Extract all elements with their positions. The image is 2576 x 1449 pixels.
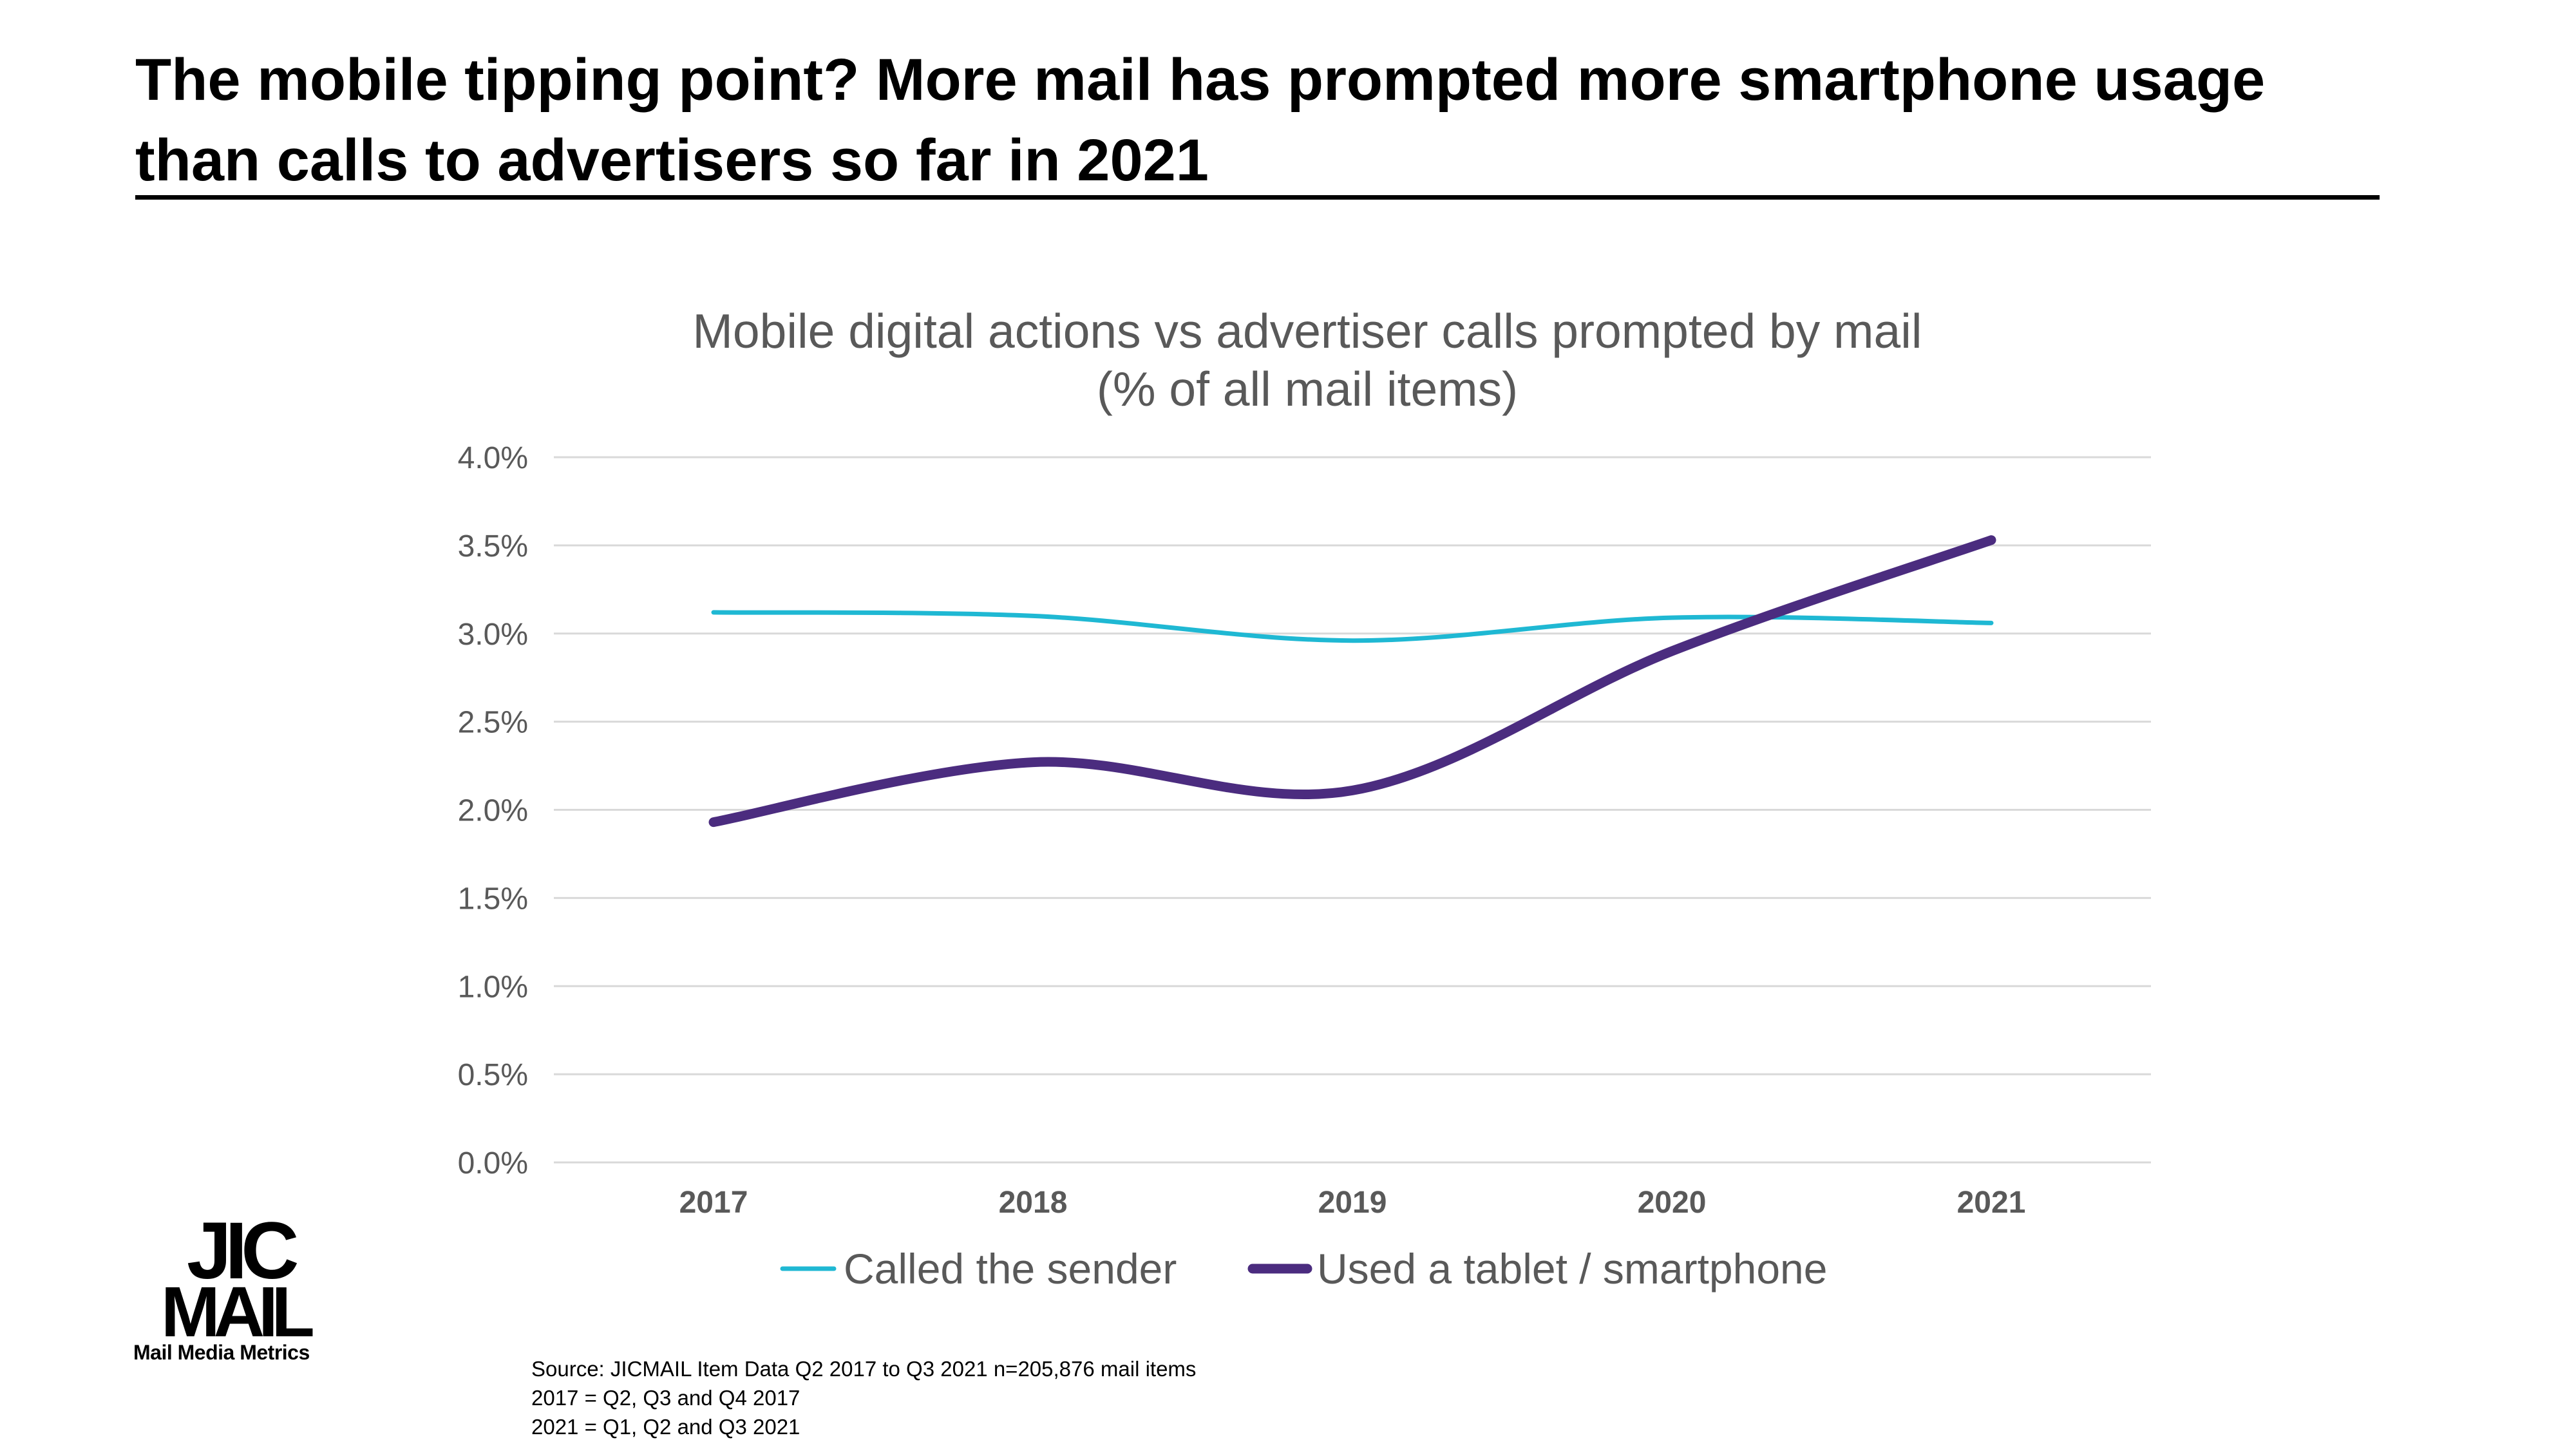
series-line-called-the-sender	[711, 610, 1994, 643]
x-tick-label: 2021	[1957, 1186, 2026, 1220]
slide-headline: The mobile tipping point? More mail has …	[135, 40, 2389, 201]
source-line: Source: JICMAIL Item Data Q2 2017 to Q3 …	[531, 1357, 1197, 1381]
headline-divider	[135, 195, 2380, 200]
x-axis-tick-labels: 2017 2018 2019 2020 2021	[679, 1186, 2026, 1220]
series-line-used-tablet-smartphone	[708, 535, 1996, 828]
x-tick-label: 2018	[999, 1186, 1068, 1220]
legend-item: Used a tablet / smartphone	[1247, 1245, 1827, 1293]
legend: Called the sender Used a tablet / smartph…	[780, 1245, 1827, 1293]
source-line: 2017 = Q2, Q3 and Q4 2017	[531, 1386, 800, 1410]
logo-tagline: Mail Media Metrics	[133, 1341, 310, 1364]
y-tick-label: 0.0%	[458, 1146, 528, 1180]
y-tick-label: 3.0%	[458, 618, 528, 652]
y-tick-label: 2.0%	[458, 794, 528, 828]
x-tick-label: 2020	[1638, 1186, 1707, 1220]
source-note: Source: JICMAIL Item Data Q2 2017 to Q3 …	[531, 1354, 1196, 1441]
legend-item: Called the sender	[780, 1245, 1177, 1293]
y-tick-label: 2.5%	[458, 706, 528, 740]
y-tick-label: 0.5%	[458, 1058, 528, 1092]
y-axis-tick-labels: 0.0% 0.5% 1.0% 1.5% 2.0% 2.5% 3.0% 3.5% 4.0%	[458, 441, 528, 1180]
legend-label: Called the sender	[844, 1245, 1177, 1293]
chart-title-line-1: Mobile digital actions vs advertiser cal…	[692, 304, 1922, 358]
y-tick-label: 3.5%	[458, 529, 528, 564]
gridlines	[554, 456, 2151, 1164]
logo-text-bottom: MAIL	[161, 1273, 313, 1340]
series-lines	[708, 535, 1996, 828]
slide-headline-line-2: than calls to advertisers so far in 2021	[135, 128, 1209, 193]
chart-title: Mobile digital actions vs advertiser cal…	[692, 304, 1922, 416]
x-tick-label: 2019	[1318, 1186, 1387, 1220]
y-tick-label: 4.0%	[458, 441, 528, 475]
slide-headline-line-1: The mobile tipping point? More mail has …	[135, 47, 2266, 113]
x-tick-label: 2017	[679, 1186, 748, 1220]
legend-label: Used a tablet / smartphone	[1317, 1245, 1827, 1293]
y-tick-label: 1.0%	[458, 970, 528, 1004]
source-line: 2021 = Q1, Q2 and Q3 2021	[531, 1415, 800, 1439]
chart-title-line-2: (% of all mail items)	[1097, 362, 1518, 416]
logo-text-top: JIC	[187, 1211, 297, 1296]
y-tick-label: 1.5%	[458, 882, 528, 916]
jicmail-logo: JIC MAIL	[132, 1206, 364, 1378]
